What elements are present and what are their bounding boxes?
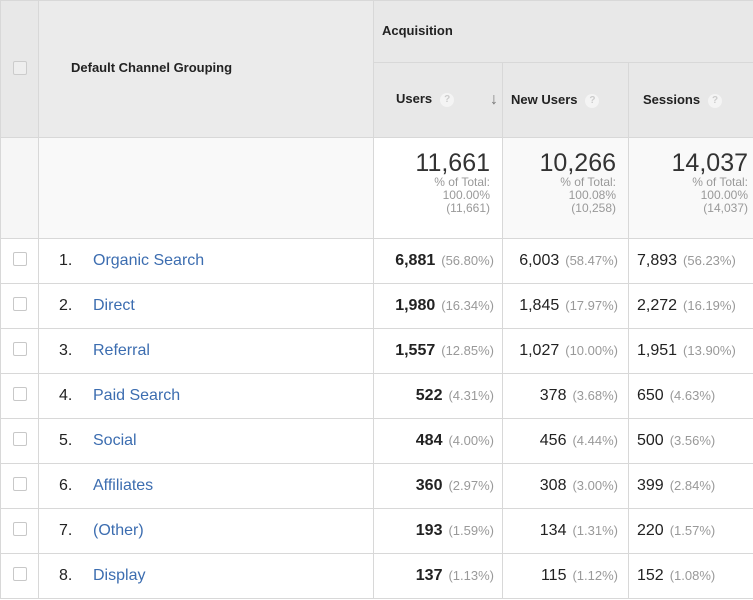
row-index: 6. (59, 477, 73, 494)
users-column-header[interactable]: Users? ↓ (373, 62, 503, 138)
channel-link[interactable]: Paid Search (93, 387, 181, 404)
sessions-total: 14,037% of Total: 100.00% (14,037) (628, 137, 753, 239)
new-users-value: 115 (540, 567, 567, 584)
table-row: 3. Referral 1,557 (12.85%) 1,027 (10.00%) 1… (0, 328, 753, 374)
sessions-value: 7,893 (637, 252, 678, 269)
row-checkbox[interactable] (12, 386, 27, 401)
row-checkbox[interactable] (12, 566, 27, 581)
row-index: 5. (59, 432, 73, 449)
row-index: 3. (59, 342, 73, 359)
row-checkbox[interactable] (12, 296, 27, 311)
new-users-column-header[interactable]: New Users? (502, 62, 629, 138)
channel-link[interactable]: Referral (93, 342, 150, 359)
users-value: 193 (415, 522, 443, 539)
users-value: 1,557 (395, 342, 436, 359)
row-checkbox[interactable] (12, 476, 27, 491)
row-index: 1. (59, 252, 73, 269)
select-all-checkbox[interactable] (12, 60, 27, 75)
table-row: 4. Paid Search 522 (4.31%) 378 (3.68%) 650(… (0, 373, 753, 419)
sessions-value: 399 (637, 477, 664, 494)
new-users-value: 378 (539, 387, 567, 404)
new-users-value: 1,845 (519, 297, 560, 314)
new-users-value: 456 (539, 432, 567, 449)
new-users-value: 6,003 (519, 252, 560, 269)
sessions-value: 2,272 (637, 297, 678, 314)
users-value: 137 (415, 567, 443, 584)
sessions-value: 500 (637, 432, 664, 449)
new-users-value: 134 (539, 522, 567, 539)
sessions-column-header[interactable]: Sessions? (628, 62, 753, 138)
users-value: 522 (415, 387, 443, 404)
channel-link[interactable]: Display (93, 567, 146, 584)
channel-link[interactable]: Direct (93, 297, 135, 314)
users-value: 484 (415, 432, 443, 449)
new-users-value: 308 (539, 477, 567, 494)
row-index: 8. (59, 567, 73, 584)
table-row: 1. Organic Search 6,881 (56.80%) 6,003 (58.… (0, 238, 753, 284)
row-checkbox[interactable] (12, 431, 27, 446)
channel-link[interactable]: Affiliates (93, 477, 154, 494)
table-row: 2. Direct 1,980 (16.34%) 1,845 (17.97%) 2,2… (0, 283, 753, 329)
row-checkbox[interactable] (12, 251, 27, 266)
sessions-value: 220 (637, 522, 664, 539)
users-value: 1,980 (395, 297, 436, 314)
row-checkbox[interactable] (12, 521, 27, 536)
channel-link[interactable]: Social (93, 432, 137, 449)
users-value: 6,881 (395, 252, 436, 269)
row-checkbox[interactable] (12, 341, 27, 356)
help-icon[interactable]: ? (708, 93, 723, 108)
help-icon[interactable]: ? (585, 93, 600, 108)
arrow-down-icon[interactable]: ↓ (490, 91, 498, 108)
row-index: 7. (59, 522, 73, 539)
table-row: 6. Affiliates 360 (2.97%) 308 (3.00%) 399 (2… (0, 463, 753, 509)
table-row: 8. Display 137 (1.13%) 115 (1.12%) 152 (1.08… (0, 553, 753, 599)
dimension-header[interactable]: Default Channel Grouping (38, 0, 374, 138)
channel-link[interactable]: (Other) (93, 522, 144, 539)
select-all-cell (0, 0, 39, 138)
sessions-value: 152 (637, 567, 664, 584)
channel-link[interactable]: Organic Search (93, 252, 205, 269)
acquisition-group-header: Acquisition (373, 0, 753, 63)
totals-row: 11,661% of Total: 100.00% (11,661) 10,266%… (0, 137, 753, 239)
new-users-value: 1,027 (519, 342, 560, 359)
users-value: 360 (415, 477, 443, 494)
table-row: 7. (Other) 193 (1.59%) 134 (1.31%) 220 (1.57… (0, 508, 753, 554)
sessions-value: 1,951 (637, 342, 678, 359)
sessions-value: 650 (637, 387, 664, 404)
new-users-total: 10,266% of Total: 100.08% (10,258) (502, 137, 629, 239)
help-icon[interactable]: ? (440, 92, 455, 107)
row-index: 4. (59, 387, 73, 404)
table-row: 5. Social 484 (4.00%) 456 (4.44%) 500 (3.56%… (0, 418, 753, 464)
users-total: 11,661% of Total: 100.00% (11,661) (373, 137, 503, 239)
row-index: 2. (59, 297, 73, 314)
